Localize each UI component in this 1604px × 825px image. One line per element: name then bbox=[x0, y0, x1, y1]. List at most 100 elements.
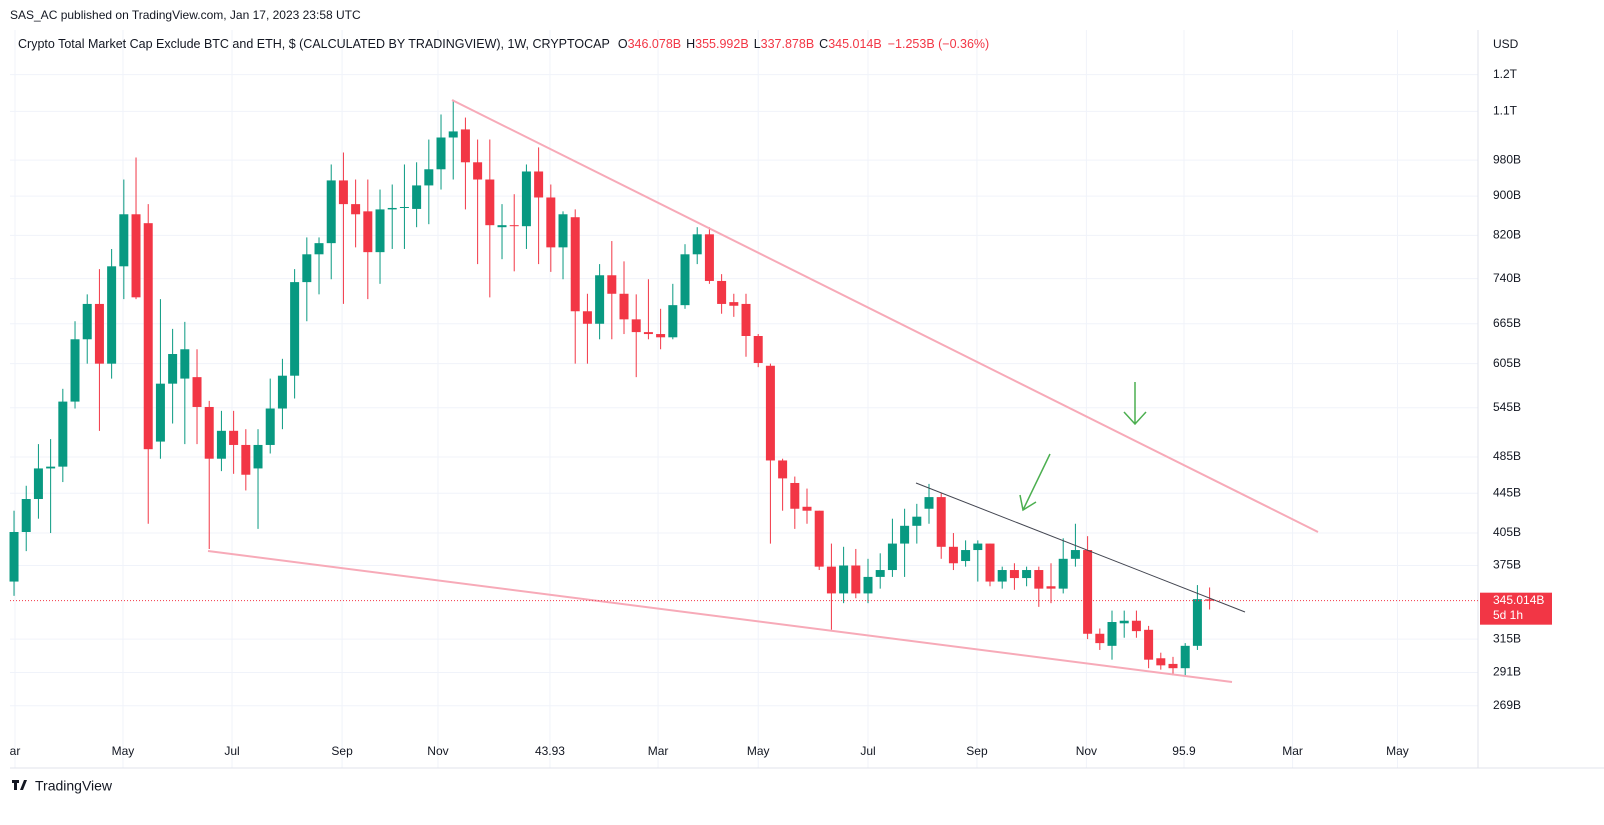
candle-body bbox=[680, 254, 690, 306]
candle-body bbox=[692, 234, 702, 255]
candle-body bbox=[241, 444, 251, 475]
y-tick-label: 820B bbox=[1493, 228, 1521, 242]
candle-body bbox=[375, 209, 385, 253]
candle-body bbox=[851, 565, 861, 594]
candle-body bbox=[131, 214, 141, 298]
legend-key: C bbox=[819, 37, 828, 51]
currency-label: USD bbox=[1493, 37, 1519, 51]
candle-body bbox=[619, 293, 629, 320]
logo-icon bbox=[12, 780, 27, 790]
candle-body bbox=[1119, 620, 1129, 624]
candle-body bbox=[1205, 599, 1215, 601]
y-tick-label: 1.1T bbox=[1493, 104, 1518, 118]
candle-body bbox=[924, 497, 934, 509]
candle-body bbox=[33, 468, 43, 500]
candle-body bbox=[814, 510, 824, 567]
y-tick-label: 900B bbox=[1493, 188, 1521, 202]
brand: TradingView bbox=[35, 778, 113, 794]
publish-info: SAS_AC published on TradingView.com, Jan… bbox=[10, 8, 361, 22]
candle-body bbox=[448, 131, 458, 138]
candle-body bbox=[741, 303, 751, 337]
candle-body bbox=[863, 576, 873, 594]
candle-body bbox=[778, 460, 788, 479]
candle-body bbox=[961, 550, 971, 562]
candle-body bbox=[58, 401, 68, 467]
drawings bbox=[207, 99, 1319, 683]
candle-body bbox=[436, 137, 446, 170]
candle-body bbox=[887, 543, 897, 571]
x-tick-label: Mar bbox=[1282, 744, 1303, 758]
candle-body bbox=[1156, 658, 1166, 666]
legend-change: −1.253B (−0.36%) bbox=[888, 37, 989, 51]
candle-body bbox=[875, 570, 885, 577]
y-tick-label: 485B bbox=[1493, 449, 1521, 463]
candle-body bbox=[473, 162, 483, 180]
candle-body bbox=[216, 430, 226, 459]
candle-body bbox=[94, 303, 104, 364]
candle-body bbox=[204, 406, 214, 459]
candle-body bbox=[1144, 629, 1154, 660]
y-tick-label: 375B bbox=[1493, 558, 1521, 572]
candle-body bbox=[1070, 550, 1080, 559]
candle-body bbox=[753, 336, 763, 363]
legend: Crypto Total Market Cap Exclude BTC and … bbox=[18, 37, 989, 51]
legend-title: Crypto Total Market Cap Exclude BTC and … bbox=[18, 37, 610, 51]
x-tick-label: Mar bbox=[648, 744, 669, 758]
candle-body bbox=[387, 207, 397, 210]
candle-body bbox=[168, 354, 178, 384]
candle-body bbox=[107, 266, 117, 364]
y-tick-label: 315B bbox=[1493, 631, 1521, 645]
x-tick-label: Jul bbox=[224, 744, 239, 758]
candle-body bbox=[521, 171, 531, 227]
candle-body bbox=[790, 482, 800, 509]
lower-trendline bbox=[207, 550, 1233, 683]
candle-body bbox=[729, 302, 739, 306]
candle-body bbox=[155, 383, 165, 442]
countdown: 5d 1h bbox=[1493, 608, 1523, 622]
x-tick-label: Jul bbox=[860, 744, 875, 758]
y-tick-label: 1.2T bbox=[1493, 67, 1518, 81]
candle-body bbox=[1009, 570, 1019, 579]
candle-body bbox=[1058, 558, 1068, 589]
candle-body bbox=[253, 444, 263, 469]
legend-value: 346.078B bbox=[628, 37, 682, 51]
candle-body bbox=[997, 570, 1007, 582]
candle-body bbox=[826, 566, 836, 594]
candle-body bbox=[424, 169, 434, 186]
candle-body bbox=[631, 319, 641, 333]
candle-body bbox=[704, 234, 714, 281]
candle-body bbox=[717, 280, 727, 304]
candle-body bbox=[302, 254, 312, 283]
x-tick-label: May bbox=[747, 744, 770, 758]
x-tick-label: May bbox=[112, 744, 135, 758]
price-label-box bbox=[1480, 592, 1552, 625]
candle-body bbox=[119, 214, 129, 267]
candle-body bbox=[546, 197, 556, 248]
candle-body bbox=[326, 180, 336, 244]
candle-body bbox=[314, 243, 324, 255]
grid bbox=[10, 30, 1478, 768]
candle-body bbox=[936, 497, 946, 547]
y-tick-label: 291B bbox=[1493, 665, 1521, 679]
candle-body bbox=[595, 275, 605, 324]
candle-body bbox=[485, 179, 495, 226]
legend-value: 337.878B bbox=[761, 37, 815, 51]
candle-body bbox=[570, 217, 580, 312]
candle-body bbox=[1083, 550, 1093, 634]
y-tick-label: 545B bbox=[1493, 400, 1521, 414]
candle-body bbox=[900, 525, 910, 544]
arrow bbox=[1123, 382, 1147, 426]
y-tick-label: 605B bbox=[1493, 356, 1521, 370]
candle-body bbox=[643, 332, 653, 335]
logo: TradingView bbox=[12, 778, 113, 794]
resistance-line bbox=[915, 482, 1246, 613]
y-tick-label: 269B bbox=[1493, 698, 1521, 712]
y-tick-label: 665B bbox=[1493, 316, 1521, 330]
candle-body bbox=[9, 531, 19, 582]
candle-body bbox=[1168, 663, 1178, 669]
candle-body bbox=[338, 180, 348, 205]
candle-body bbox=[192, 377, 202, 407]
